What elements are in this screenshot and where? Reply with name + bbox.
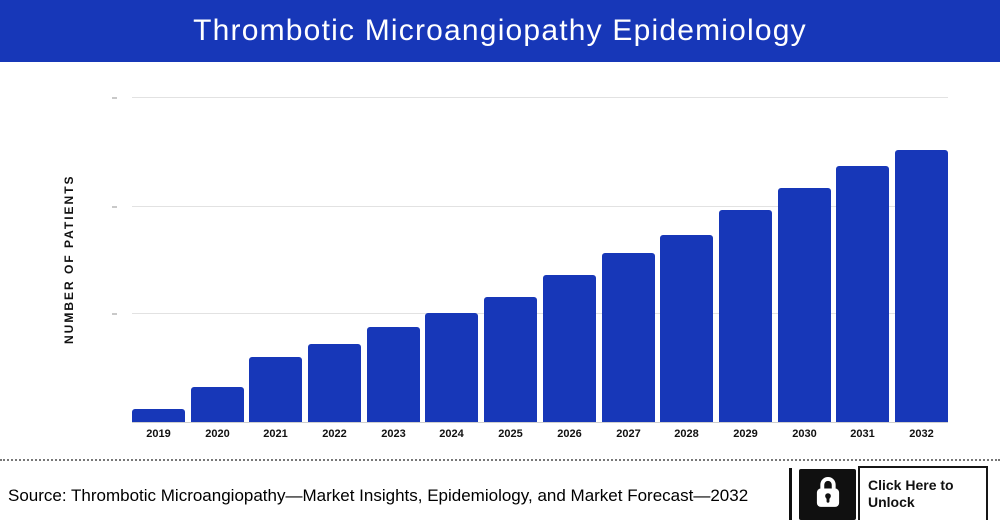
x-tick-2032: 2032 <box>909 428 934 440</box>
source-caption: Source: Thrombotic Microangiopathy—Marke… <box>8 486 749 505</box>
y-axis-tick <box>112 313 117 315</box>
y-axis-label: NUMBER OF PATIENTS <box>62 174 76 345</box>
x-tick-2031: 2031 <box>850 428 875 440</box>
bar-2027 <box>602 253 655 422</box>
gridline <box>132 97 948 98</box>
page-title: Thrombotic Microangiopathy Epidemiology <box>193 14 807 47</box>
dotted-divider <box>0 459 1000 461</box>
bar-2021 <box>249 357 302 422</box>
bar-2029 <box>719 210 772 422</box>
unlock-button-line2: Unlock <box>868 494 915 510</box>
bar-2030 <box>778 188 831 422</box>
x-tick-2025: 2025 <box>498 428 523 440</box>
lock-button[interactable] <box>799 469 856 520</box>
bar-2026 <box>543 275 596 422</box>
x-tick-2029: 2029 <box>733 428 758 440</box>
lock-icon <box>810 473 846 516</box>
plot-area: 2019 2020 2021 2022 2023 2024 2025 2026 2027 2028… <box>112 97 948 440</box>
gridline <box>132 313 948 314</box>
x-tick-2026: 2026 <box>557 428 582 440</box>
bar-2032 <box>895 150 948 422</box>
x-tick-2027: 2027 <box>616 428 641 440</box>
bar-2019 <box>132 409 185 422</box>
bar-2023 <box>367 327 420 422</box>
x-tick-2022: 2022 <box>322 428 347 440</box>
x-tick-2028: 2028 <box>674 428 699 440</box>
bar-2020 <box>191 387 244 422</box>
x-tick-2020: 2020 <box>205 428 230 440</box>
unlock-accent-rule <box>789 468 792 520</box>
gridline <box>132 206 948 207</box>
x-tick-2021: 2021 <box>263 428 288 440</box>
y-axis-tick <box>112 206 117 208</box>
x-tick-2030: 2030 <box>792 428 817 440</box>
bar-2025 <box>484 297 537 422</box>
y-axis-tick <box>112 97 117 99</box>
unlock-button-line1: Click Here to <box>868 477 954 493</box>
x-tick-2023: 2023 <box>381 428 406 440</box>
x-tick-2024: 2024 <box>439 428 464 440</box>
bar-2028 <box>660 235 713 422</box>
unlock-button[interactable]: Click Here to Unlock <box>858 466 988 520</box>
bar-2031 <box>836 166 889 422</box>
bar-2024 <box>425 313 478 422</box>
x-tick-2019: 2019 <box>146 428 171 440</box>
bar-2022 <box>308 344 361 422</box>
title-banner: Thrombotic Microangiopathy Epidemiology <box>0 0 1000 62</box>
